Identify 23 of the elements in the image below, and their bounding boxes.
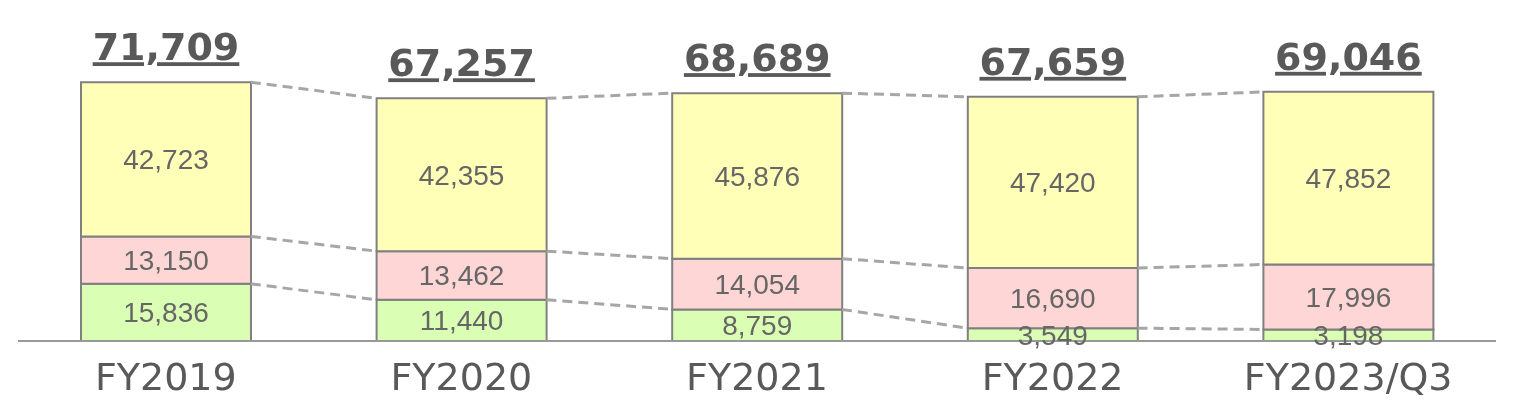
x-tick-label: FY2021: [686, 354, 828, 399]
data-label: 8,759: [722, 310, 793, 342]
data-label: 17,996: [1305, 281, 1392, 313]
total-label: 68,689: [683, 36, 831, 81]
x-tick-label: FY2020: [390, 354, 533, 399]
data-label: 11,440: [419, 305, 504, 337]
total-label: 67,659: [979, 39, 1127, 84]
total-label: 71,709: [92, 25, 240, 70]
total-label: 67,257: [388, 41, 535, 86]
data-label: 42,723: [123, 144, 209, 176]
data-label: 13,462: [418, 260, 505, 292]
data-label: 15,836: [123, 297, 209, 329]
x-tick-label: FY2019: [94, 354, 237, 399]
total-label: 69,046: [1275, 34, 1422, 79]
data-label: 47,420: [1009, 167, 1096, 199]
data-label: 16,690: [1009, 283, 1096, 315]
x-tick-label: FY2022: [981, 354, 1124, 399]
data-label: 42,355: [418, 159, 505, 191]
data-label: 45,876: [714, 160, 801, 192]
x-tick-label: FY2023/Q3: [1243, 354, 1453, 399]
data-label: 14,054: [714, 269, 801, 301]
data-label: 13,150: [123, 245, 209, 277]
data-label: 47,852: [1305, 163, 1392, 195]
